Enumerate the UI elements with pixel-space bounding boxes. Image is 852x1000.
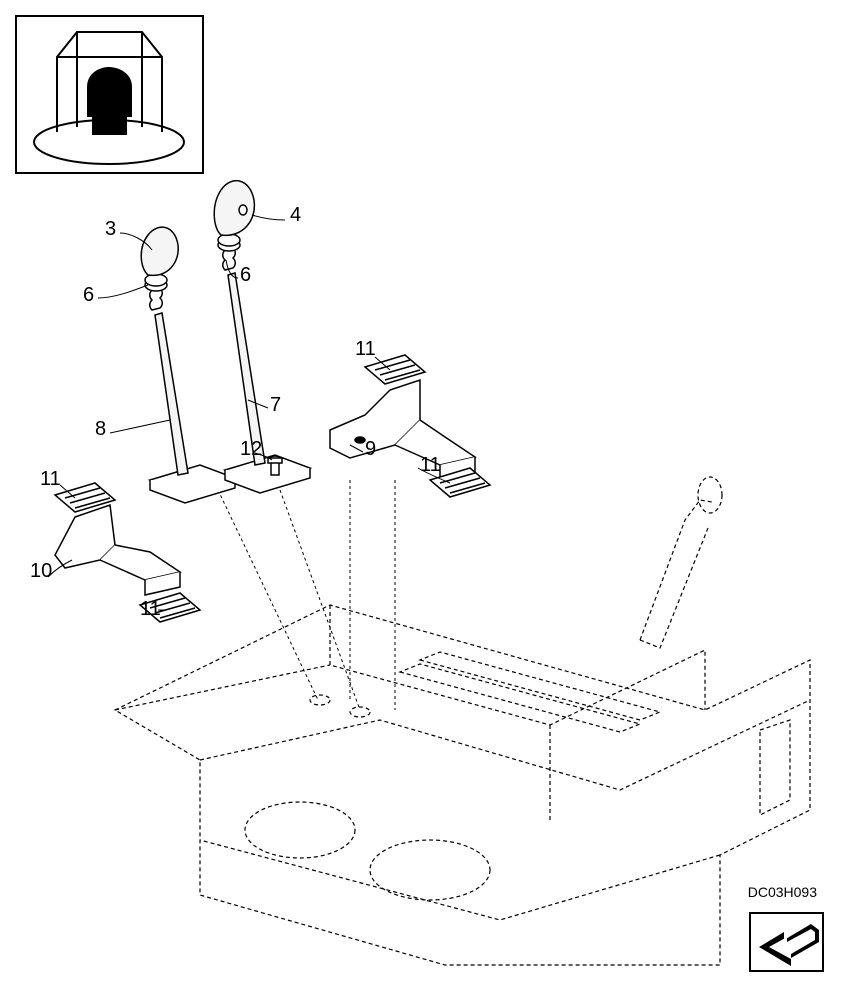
callout-6a: 6 [83, 284, 94, 307]
pedal-left [55, 483, 200, 622]
callout-9: 9 [365, 438, 376, 461]
callout-4: 4 [290, 204, 301, 227]
main-diagram-svg [0, 0, 852, 1000]
callout-6b: 6 [240, 264, 251, 287]
callout-12: 12 [240, 438, 262, 461]
chassis-outline [115, 477, 810, 965]
lever-left [141, 227, 235, 503]
callout-11d: 11 [140, 598, 161, 621]
callout-11c: 11 [420, 454, 441, 477]
callout-11a: 11 [40, 468, 61, 491]
nav-arrow-box [749, 912, 824, 972]
callout-3: 3 [105, 218, 116, 241]
callout-11b: 11 [355, 338, 376, 361]
pedal-right [330, 355, 490, 497]
callout-7: 7 [270, 394, 281, 417]
diagram-id-label: DC03H093 [748, 884, 817, 900]
callout-8: 8 [95, 418, 106, 441]
nav-arrow-icon [749, 912, 824, 972]
callout-10: 10 [30, 560, 52, 583]
